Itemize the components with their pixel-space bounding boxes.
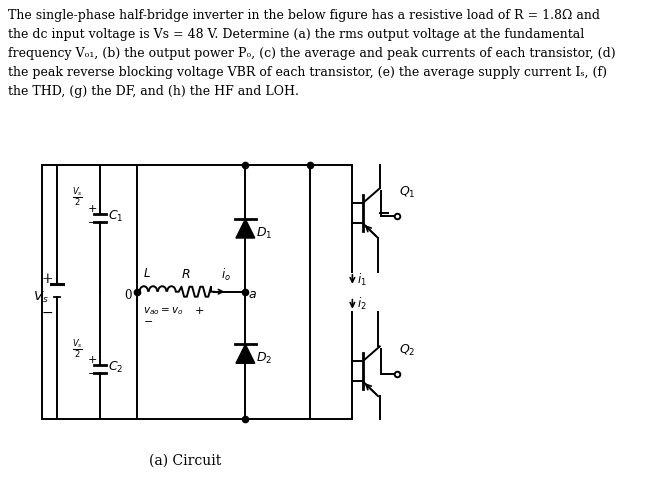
- Polygon shape: [236, 219, 255, 238]
- Text: $\frac{V_s}{2}$: $\frac{V_s}{2}$: [72, 186, 83, 210]
- Text: $D_2$: $D_2$: [256, 351, 272, 366]
- Text: +: +: [195, 305, 204, 316]
- Text: $R$: $R$: [181, 268, 191, 281]
- Text: $i_o$: $i_o$: [221, 267, 230, 283]
- Text: $\frac{V_s}{2}$: $\frac{V_s}{2}$: [72, 337, 83, 361]
- Text: $i_1$: $i_1$: [357, 272, 366, 288]
- Text: The single-phase half-bridge inverter in the below figure has a resistive load o: The single-phase half-bridge inverter in…: [8, 9, 601, 22]
- Text: the THD, (g) the DF, and (h) the HF and LOH.: the THD, (g) the DF, and (h) the HF and …: [8, 85, 299, 98]
- Text: +: +: [88, 355, 97, 365]
- Text: −: −: [88, 218, 97, 228]
- Text: $L$: $L$: [143, 267, 150, 280]
- Text: the peak reverse blocking voltage VBR of each transistor, (e) the average supply: the peak reverse blocking voltage VBR of…: [8, 66, 607, 79]
- Polygon shape: [236, 345, 255, 363]
- Text: +: +: [42, 272, 53, 286]
- Text: +: +: [88, 204, 97, 214]
- Text: $V_s$: $V_s$: [33, 290, 49, 305]
- Text: −: −: [42, 305, 53, 319]
- Text: −: −: [88, 369, 97, 379]
- Text: $Q_2$: $Q_2$: [399, 343, 415, 359]
- Text: $a$: $a$: [248, 287, 257, 301]
- Text: $Q_1$: $Q_1$: [399, 185, 415, 200]
- Text: 0: 0: [125, 289, 132, 302]
- Text: $D_1$: $D_1$: [256, 226, 272, 241]
- Text: $C_1$: $C_1$: [109, 209, 124, 224]
- Text: the dc input voltage is Vs = 48 V. Determine (a) the rms output voltage at the f: the dc input voltage is Vs = 48 V. Deter…: [8, 28, 584, 41]
- Text: (a) Circuit: (a) Circuit: [150, 454, 221, 468]
- Text: −: −: [144, 317, 153, 327]
- Text: $i_2$: $i_2$: [357, 296, 366, 312]
- Text: frequency Vₒ₁, (b) the output power Pₒ, (c) the average and peak currents of eac: frequency Vₒ₁, (b) the output power Pₒ, …: [8, 47, 616, 60]
- Text: $v_{ao} = v_o$: $v_{ao} = v_o$: [144, 305, 184, 318]
- Text: $C_2$: $C_2$: [109, 360, 123, 376]
